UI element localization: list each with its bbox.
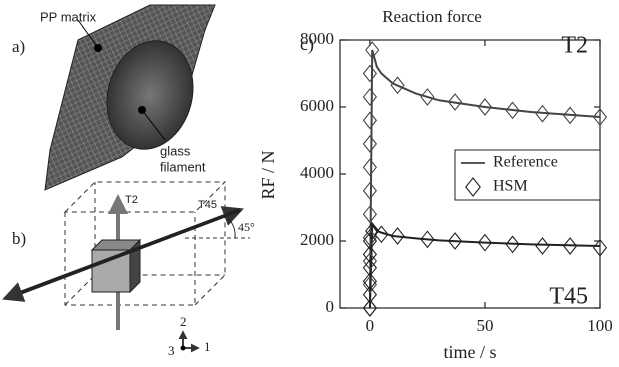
axis-label: T45 bbox=[198, 199, 217, 211]
annotation: glass bbox=[160, 143, 191, 158]
angle-label: 45° bbox=[238, 220, 255, 234]
page: {"panels": { "a": {"label": "a)", "matri… bbox=[0, 0, 619, 367]
data-marker bbox=[364, 159, 377, 175]
y-tick-label: 2000 bbox=[300, 230, 334, 249]
coord-label: 1 bbox=[204, 339, 211, 354]
axis-label: T2 bbox=[125, 194, 138, 206]
y-axis-title: RF / N bbox=[258, 150, 278, 199]
legend-label: Reference bbox=[493, 154, 558, 171]
y-tick-label: 4000 bbox=[300, 163, 334, 182]
legend-label: HSM bbox=[493, 178, 528, 195]
angle-arc bbox=[228, 218, 235, 238]
curve-label: T45 bbox=[549, 284, 588, 310]
x-tick-label: 50 bbox=[476, 316, 493, 335]
y-tick-label: 8000 bbox=[300, 29, 334, 48]
data-marker bbox=[364, 66, 377, 82]
data-marker bbox=[364, 89, 377, 105]
x-tick-label: 100 bbox=[587, 316, 613, 335]
panel-a: a) PP matrix glass filament bbox=[12, 5, 215, 190]
data-marker bbox=[536, 238, 549, 254]
panel-label: a) bbox=[12, 37, 25, 56]
y-tick-label: 0 bbox=[326, 297, 335, 316]
curve-label: T2 bbox=[561, 33, 588, 59]
figure: a) PP matrix glass filament b) T2 T45 45… bbox=[0, 0, 619, 367]
panel-b: b) T2 T45 45° 2 3 1 bbox=[6, 182, 255, 358]
coord-origin bbox=[181, 346, 186, 351]
x-tick-label: 0 bbox=[366, 316, 375, 335]
plot: 0 2000 4000 6000 8000 0 50 100 T2 T45 Reference HSM bbox=[300, 29, 613, 335]
annotation: PP matrix bbox=[40, 9, 97, 24]
coord-label: 3 bbox=[168, 343, 175, 358]
annotation: filament bbox=[160, 159, 206, 174]
x-axis-title: time / s bbox=[444, 342, 497, 362]
y-tick-label: 6000 bbox=[300, 96, 334, 115]
cube bbox=[92, 250, 130, 292]
data-marker bbox=[364, 136, 377, 152]
chart-title: Reaction force bbox=[382, 7, 482, 26]
data-marker bbox=[364, 112, 377, 128]
panel-label: b) bbox=[12, 229, 26, 248]
coord-label: 2 bbox=[180, 314, 187, 329]
